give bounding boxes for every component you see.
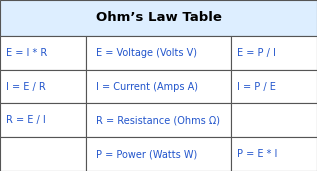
Bar bbox=[231, 70, 317, 103]
Text: Ohm’s Law Table: Ohm’s Law Table bbox=[95, 11, 222, 24]
Bar bbox=[86, 36, 231, 70]
Bar bbox=[0, 70, 86, 103]
Text: E = P / I: E = P / I bbox=[237, 48, 276, 58]
Bar bbox=[231, 103, 317, 137]
Text: I = Current (Amps A): I = Current (Amps A) bbox=[96, 82, 198, 92]
Bar bbox=[231, 36, 317, 70]
Text: I = P / E: I = P / E bbox=[237, 82, 276, 92]
Text: P = E * I: P = E * I bbox=[237, 149, 278, 159]
Text: E = Voltage (Volts V): E = Voltage (Volts V) bbox=[96, 48, 197, 58]
Bar bbox=[86, 103, 231, 137]
Bar bbox=[0, 137, 86, 171]
Text: E = I * R: E = I * R bbox=[6, 48, 47, 58]
Bar bbox=[0, 36, 86, 70]
Bar bbox=[86, 137, 231, 171]
Text: R = Resistance (Ohms Ω): R = Resistance (Ohms Ω) bbox=[96, 115, 220, 125]
Bar bbox=[86, 70, 231, 103]
Text: P = Power (Watts W): P = Power (Watts W) bbox=[96, 149, 197, 159]
Bar bbox=[231, 137, 317, 171]
Bar bbox=[0, 103, 86, 137]
Text: I = E / R: I = E / R bbox=[6, 82, 46, 92]
Bar bbox=[0, 0, 317, 36]
Text: R = E / I: R = E / I bbox=[6, 115, 46, 125]
